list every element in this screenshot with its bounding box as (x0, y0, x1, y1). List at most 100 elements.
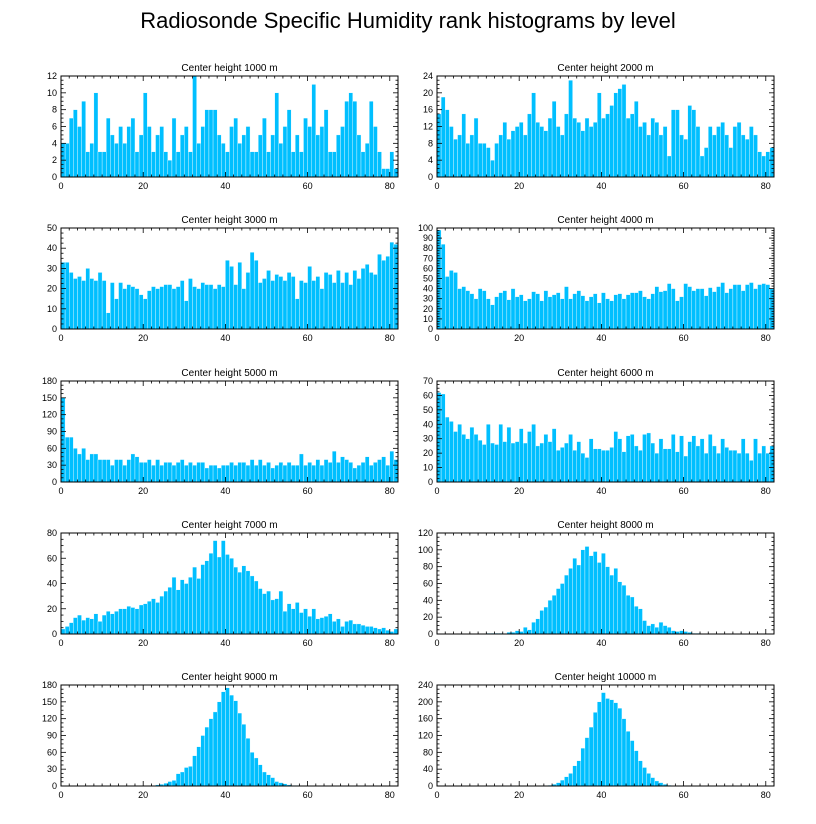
y-tick-label: 40 (47, 243, 57, 253)
histogram-bar (270, 599, 275, 635)
histogram-bar (560, 298, 565, 330)
histogram-bar (745, 138, 750, 178)
histogram-bar (151, 598, 156, 635)
histogram-bar (364, 264, 370, 330)
histogram-bar (216, 284, 222, 330)
histogram-bar (572, 293, 577, 330)
histogram-bar (440, 243, 446, 330)
histogram-bar (332, 151, 337, 178)
histogram-bar (658, 134, 664, 178)
histogram-bar (114, 298, 119, 330)
x-tick-label: 0 (434, 638, 439, 648)
histogram-bar (453, 138, 458, 178)
histogram-bar (270, 777, 275, 787)
histogram-bar (543, 606, 549, 635)
histogram-bar (609, 699, 614, 787)
histogram-bar (695, 445, 701, 483)
histogram-bar (531, 622, 536, 635)
histogram-bar (138, 294, 144, 330)
histogram-bar (332, 621, 337, 635)
histogram-bar (683, 283, 688, 330)
histogram-bar (605, 113, 610, 178)
histogram-bar (348, 92, 353, 178)
histogram-bar (584, 300, 590, 330)
histogram-bar (208, 109, 214, 178)
y-tick-label: 60 (47, 443, 57, 453)
histogram-bar (708, 434, 713, 483)
histogram-bar (245, 272, 251, 330)
histogram-bar (572, 450, 577, 483)
histogram-bar (385, 630, 390, 635)
histogram-bar (445, 109, 450, 178)
histogram-bar (352, 467, 358, 483)
histogram-bar (498, 424, 503, 483)
histogram-bar (588, 555, 594, 635)
histogram-bar (344, 459, 349, 483)
x-tick-label: 80 (761, 486, 771, 496)
histogram-bar (93, 280, 99, 330)
y-tick-label: 20 (423, 612, 433, 622)
histogram-bar (356, 278, 362, 330)
histogram-bar (510, 288, 516, 330)
y-tick-label: 40 (423, 419, 433, 429)
histogram-bar (130, 117, 136, 178)
y-tick-label: 150 (42, 697, 57, 707)
histogram-bar (642, 767, 647, 787)
histogram-bar (465, 438, 471, 483)
histogram-panel-8: Center height 8000 m 0 20 40 60 80 0 20 40 60 80 10… (418, 520, 775, 648)
histogram-bar (184, 464, 189, 483)
histogram-bar (453, 431, 458, 483)
histogram-bar (147, 290, 152, 330)
x-tick-label: 0 (58, 638, 63, 648)
histogram-bar (163, 462, 169, 483)
x-tick-label: 20 (138, 181, 148, 191)
histogram-bar (568, 773, 573, 787)
histogram-panel-2: Center height 2000 m 0 20 40 60 80 0 4 8 12 16 20 24 (423, 63, 775, 191)
histogram-bar (461, 286, 466, 330)
histogram-bar (588, 126, 594, 178)
histogram-panel-4: Center height 4000 m0 20 40 60 8001020304050… (418, 215, 775, 343)
histogram-bar (381, 260, 386, 330)
histogram-bar (482, 444, 487, 483)
histogram-bar (241, 565, 247, 635)
histogram-bar (675, 300, 680, 330)
histogram-bar (381, 168, 386, 178)
histogram-bar (253, 260, 259, 330)
histogram-bar (163, 590, 169, 635)
x-tick-label: 40 (596, 333, 606, 343)
histogram-bar (266, 774, 271, 787)
histogram-bar (369, 272, 374, 330)
histogram-bar (155, 459, 160, 483)
histogram-bar (634, 445, 639, 483)
histogram-bar (69, 117, 74, 178)
histogram-bar (687, 286, 692, 330)
y-tick-label: 180 (42, 680, 57, 690)
histogram-bar (749, 126, 754, 178)
histogram-bar (216, 556, 222, 635)
x-tick-label: 20 (514, 790, 524, 800)
y-tick-label: 20 (423, 448, 433, 458)
histogram-bar (629, 113, 635, 178)
histogram-bar (547, 296, 553, 330)
x-tick-label: 20 (514, 486, 524, 496)
histogram-bar (389, 241, 395, 330)
histogram-bar (143, 462, 148, 483)
histogram-bar (531, 424, 536, 483)
histogram-bar (539, 442, 545, 483)
histogram-bar (654, 452, 660, 483)
panel-title: Center height 8000 m (557, 520, 653, 531)
histogram-bar (740, 438, 746, 483)
panel-title: Center height 10000 m (555, 672, 657, 683)
histogram-bar (303, 282, 308, 330)
histogram-bar (449, 270, 454, 330)
histogram-bar (348, 462, 353, 483)
histogram-bar (266, 462, 271, 483)
histogram-bar (695, 126, 701, 178)
x-tick-label: 60 (679, 333, 689, 343)
histogram-bar (498, 134, 503, 178)
x-tick-label: 40 (596, 790, 606, 800)
histogram-bar (233, 566, 238, 635)
panel-title: Center height 4000 m (557, 215, 653, 226)
histogram-bar (568, 298, 573, 330)
